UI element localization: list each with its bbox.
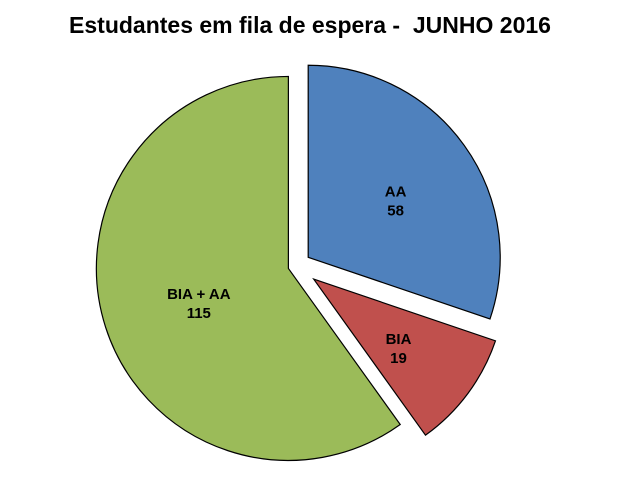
slice-name-aa: AA bbox=[385, 184, 407, 201]
pie-slice-bia-aa bbox=[95, 75, 402, 461]
slice-name-bia: BIA bbox=[386, 331, 412, 348]
pie-slice-aa bbox=[307, 64, 501, 320]
slice-value-bia-aa: 115 bbox=[187, 305, 211, 322]
chart-title: Estudantes em fila de espera - JUNHO 201… bbox=[69, 12, 551, 38]
slice-label-bia: BIA 19 bbox=[386, 331, 412, 367]
slice-label-bia-aa: BIA + AA 115 bbox=[167, 286, 231, 322]
pie-slice-bia bbox=[312, 277, 497, 437]
slice-name-bia-aa: BIA + AA bbox=[167, 286, 231, 303]
slice-value-aa: 58 bbox=[387, 203, 404, 220]
slice-label-aa: AA 58 bbox=[385, 184, 407, 220]
slice-value-bia: 19 bbox=[390, 350, 407, 367]
